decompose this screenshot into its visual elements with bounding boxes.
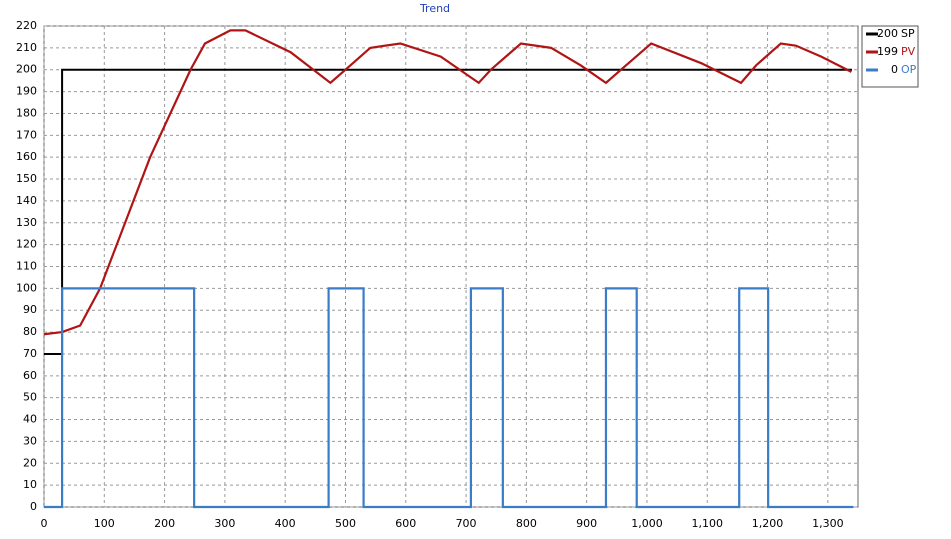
legend-value: 0 (891, 63, 898, 76)
x-tick-label: 800 (516, 517, 537, 530)
x-tick-label: 1,300 (812, 517, 844, 530)
x-tick-label: 0 (41, 517, 48, 530)
x-tick-label: 400 (275, 517, 296, 530)
y-tick-label: 70 (23, 347, 37, 360)
legend (861, 25, 919, 88)
y-tick-label: 210 (16, 41, 37, 54)
y-tick-label: 170 (16, 128, 37, 141)
y-tick-label: 90 (23, 303, 37, 316)
y-tick-label: 30 (23, 434, 37, 447)
series-line (44, 287, 854, 509)
legend-label: OP (901, 63, 917, 76)
y-tick-label: 130 (16, 216, 37, 229)
y-tick-label: 40 (23, 413, 37, 426)
y-tick-label: 10 (23, 478, 37, 491)
x-tick-label: 200 (154, 517, 175, 530)
y-tick-label: 180 (16, 106, 37, 119)
legend-value: 200 (877, 27, 898, 40)
y-tick-label: 220 (16, 19, 37, 32)
x-tick-label: 1,100 (692, 517, 724, 530)
legend-label: SP (901, 27, 915, 40)
y-tick-label: 160 (16, 150, 37, 163)
x-tick-label: 700 (456, 517, 477, 530)
y-tick-label: 0 (30, 500, 37, 513)
y-tick-label: 110 (16, 260, 37, 273)
y-tick-label: 80 (23, 325, 37, 338)
y-tick-label: 100 (16, 281, 37, 294)
x-tick-label: 1,200 (752, 517, 784, 530)
y-tick-label: 190 (16, 85, 37, 98)
y-tick-label: 20 (23, 456, 37, 469)
series-line (43, 29, 852, 336)
legend-label: PV (901, 45, 916, 58)
x-tick-label: 600 (395, 517, 416, 530)
y-tick-label: 120 (16, 238, 37, 251)
y-tick-label: 60 (23, 369, 37, 382)
x-tick-label: 900 (576, 517, 597, 530)
y-tick-label: 140 (16, 194, 37, 207)
y-tick-label: 150 (16, 172, 37, 185)
y-tick-label: 200 (16, 63, 37, 76)
x-tick-label: 300 (214, 517, 235, 530)
x-tick-label: 1,000 (631, 517, 663, 530)
legend-value: 199 (877, 45, 898, 58)
x-tick-label: 100 (94, 517, 115, 530)
chart-title: Trend (419, 2, 450, 15)
y-tick-label: 50 (23, 391, 37, 404)
series-line (44, 68, 852, 355)
x-tick-label: 500 (335, 517, 356, 530)
